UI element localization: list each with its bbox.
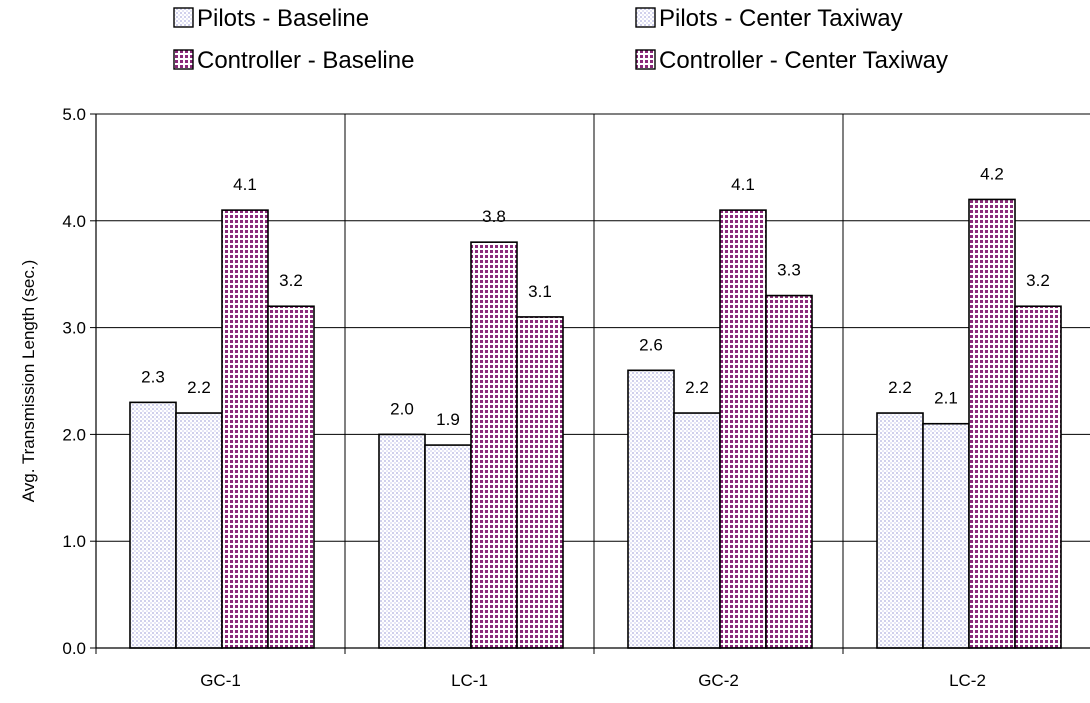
data-label: 2.2 [685, 378, 709, 397]
data-label: 3.8 [482, 207, 506, 226]
data-label: 3.2 [279, 271, 303, 290]
data-label: 4.2 [980, 164, 1004, 183]
data-label: 2.3 [141, 367, 165, 386]
bar-lc-2-pilots-center-taxiway [922, 422, 970, 649]
bar-lc-1-pilots-center-taxiway [424, 444, 472, 649]
x-tick-label: LC-1 [451, 671, 488, 690]
y-tick-label: 5.0 [62, 105, 86, 124]
bar-lc-1-controller-baseline [470, 241, 518, 649]
y-tick-label: 1.0 [62, 532, 86, 551]
data-label: 3.3 [777, 261, 801, 280]
data-label: 3.2 [1026, 271, 1050, 290]
bar-gc-2-controller-center-taxiway [765, 294, 813, 649]
bar-gc-1-pilots-center-taxiway [175, 412, 223, 649]
y-tick-label: 4.0 [62, 212, 86, 231]
bar-lc-2-controller-center-taxiway [1014, 305, 1062, 649]
data-labels: 2.3 2.2 4.1 3.2 2.0 1.9 3.8 3.1 2.6 2.2 4.1 3.3 2.2 2… [141, 164, 1050, 429]
y-tick-label: 0.0 [62, 639, 86, 658]
legend-label: Controller - Baseline [197, 47, 414, 74]
x-tick-label: GC-2 [698, 671, 739, 690]
y-axis-title: Avg. Transmission Length (sec.) [19, 260, 38, 503]
legend-swatch [635, 49, 656, 70]
data-label: 2.2 [888, 378, 912, 397]
bar-gc-2-pilots-center-taxiway [673, 412, 721, 649]
data-label: 3.1 [528, 282, 552, 301]
legend-label: Pilots - Center Taxiway [659, 5, 903, 32]
data-label: 2.2 [187, 378, 211, 397]
data-label: 4.1 [233, 175, 257, 194]
legend-label: Pilots - Baseline [197, 5, 369, 32]
bar-gc-2-pilots-baseline [627, 369, 675, 649]
bars [129, 198, 1062, 649]
bar-lc-1-pilots-baseline [378, 433, 426, 649]
bar-gc-1-controller-baseline [221, 209, 269, 649]
legend-swatch [635, 7, 656, 28]
bar-lc-2-controller-baseline [968, 198, 1016, 649]
y-tick-label: 3.0 [62, 319, 86, 338]
x-tick-label: GC-1 [200, 671, 241, 690]
bar-gc-1-controller-center-taxiway [267, 305, 315, 649]
bar-gc-1-pilots-baseline [129, 401, 177, 649]
bar-lc-1-controller-center-taxiway [516, 316, 564, 649]
legend-swatch [173, 49, 194, 70]
data-label: 2.0 [390, 399, 414, 418]
legend: Pilots - Baseline Pilots - Center Taxiway… [173, 5, 948, 74]
data-label: 2.6 [639, 335, 663, 354]
legend-swatch [173, 7, 194, 28]
bar-lc-2-pilots-baseline [876, 412, 924, 649]
data-label: 2.1 [934, 389, 958, 408]
axes: 0.0 1.0 2.0 3.0 4.0 5.0 GC-1 LC-1 GC-2 LC-2 Avg. T… [19, 105, 1090, 690]
legend-label: Controller - Center Taxiway [659, 47, 948, 74]
data-label: 4.1 [731, 175, 755, 194]
x-tick-label: LC-2 [949, 671, 986, 690]
data-label: 1.9 [436, 410, 460, 429]
bar-gc-2-controller-baseline [719, 209, 767, 649]
y-tick-label: 2.0 [62, 425, 86, 444]
